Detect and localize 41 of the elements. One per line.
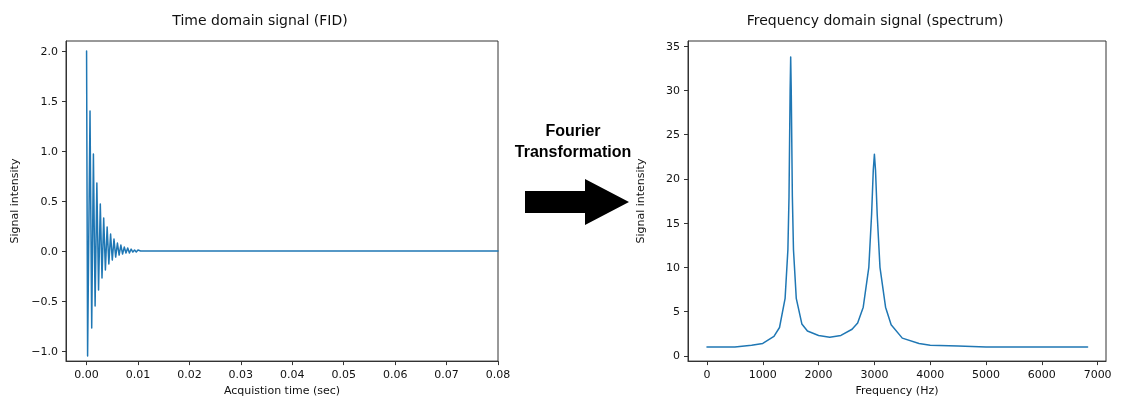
x-tick-label: 0.04 xyxy=(280,368,305,382)
x-tick-label: 1000 xyxy=(748,368,777,382)
y-tick-label: 25 xyxy=(666,128,680,142)
y-tick-label: 0.5 xyxy=(40,194,58,208)
line-series xyxy=(706,56,1089,348)
y-tick-label: 35 xyxy=(666,39,680,53)
x-tick-label: 2000 xyxy=(804,368,833,382)
x-tick-label: 6000 xyxy=(1027,368,1056,382)
y-tick-label: 10 xyxy=(666,260,680,274)
x-axis-title: Frequency (Hz) xyxy=(855,384,939,397)
x-tick-label: 0 xyxy=(703,368,711,382)
y-tick-label: 20 xyxy=(666,172,680,186)
x-tick-label: 0.05 xyxy=(331,368,356,382)
x-tick-label: 0.01 xyxy=(125,368,151,382)
y-tick-label: 30 xyxy=(666,84,680,98)
y-tick-label: 1.0 xyxy=(40,144,58,158)
y-tick-label: −0.5 xyxy=(31,294,58,308)
chart-title: Frequency domain signal (spectrum) xyxy=(746,12,1004,28)
x-tick-label: 0.08 xyxy=(485,368,511,382)
y-tick-label: 1.5 xyxy=(40,94,58,108)
x-tick-label: 0.03 xyxy=(228,368,254,382)
x-tick-label: 0.00 xyxy=(74,368,99,382)
x-axis-title: Acquistion time (sec) xyxy=(223,384,341,397)
x-tick-label: 3000 xyxy=(860,368,889,382)
y-axis-title: Signal intensity xyxy=(8,158,22,244)
line-series xyxy=(85,50,499,357)
y-tick-label: 0.0 xyxy=(40,244,58,258)
chart-title: Time domain signal (FID) xyxy=(171,12,348,28)
x-tick-label: 0.02 xyxy=(177,368,202,382)
y-tick-label: −1.0 xyxy=(31,344,58,358)
x-tick-label: 0.07 xyxy=(434,368,459,382)
x-tick-label: 5000 xyxy=(972,368,1001,382)
y-tick-label: 5 xyxy=(673,305,680,319)
x-tick-label: 0.06 xyxy=(382,368,408,382)
y-axis-title: Signal intensity xyxy=(634,158,647,244)
text: Fourier Transformation xyxy=(514,122,632,160)
y-tick-label: 0 xyxy=(673,349,680,363)
y-tick-label: 2.0 xyxy=(40,44,58,58)
x-tick-label: 7000 xyxy=(1083,368,1112,382)
y-tick-label: 15 xyxy=(666,216,680,230)
x-tick-label: 4000 xyxy=(916,368,945,382)
